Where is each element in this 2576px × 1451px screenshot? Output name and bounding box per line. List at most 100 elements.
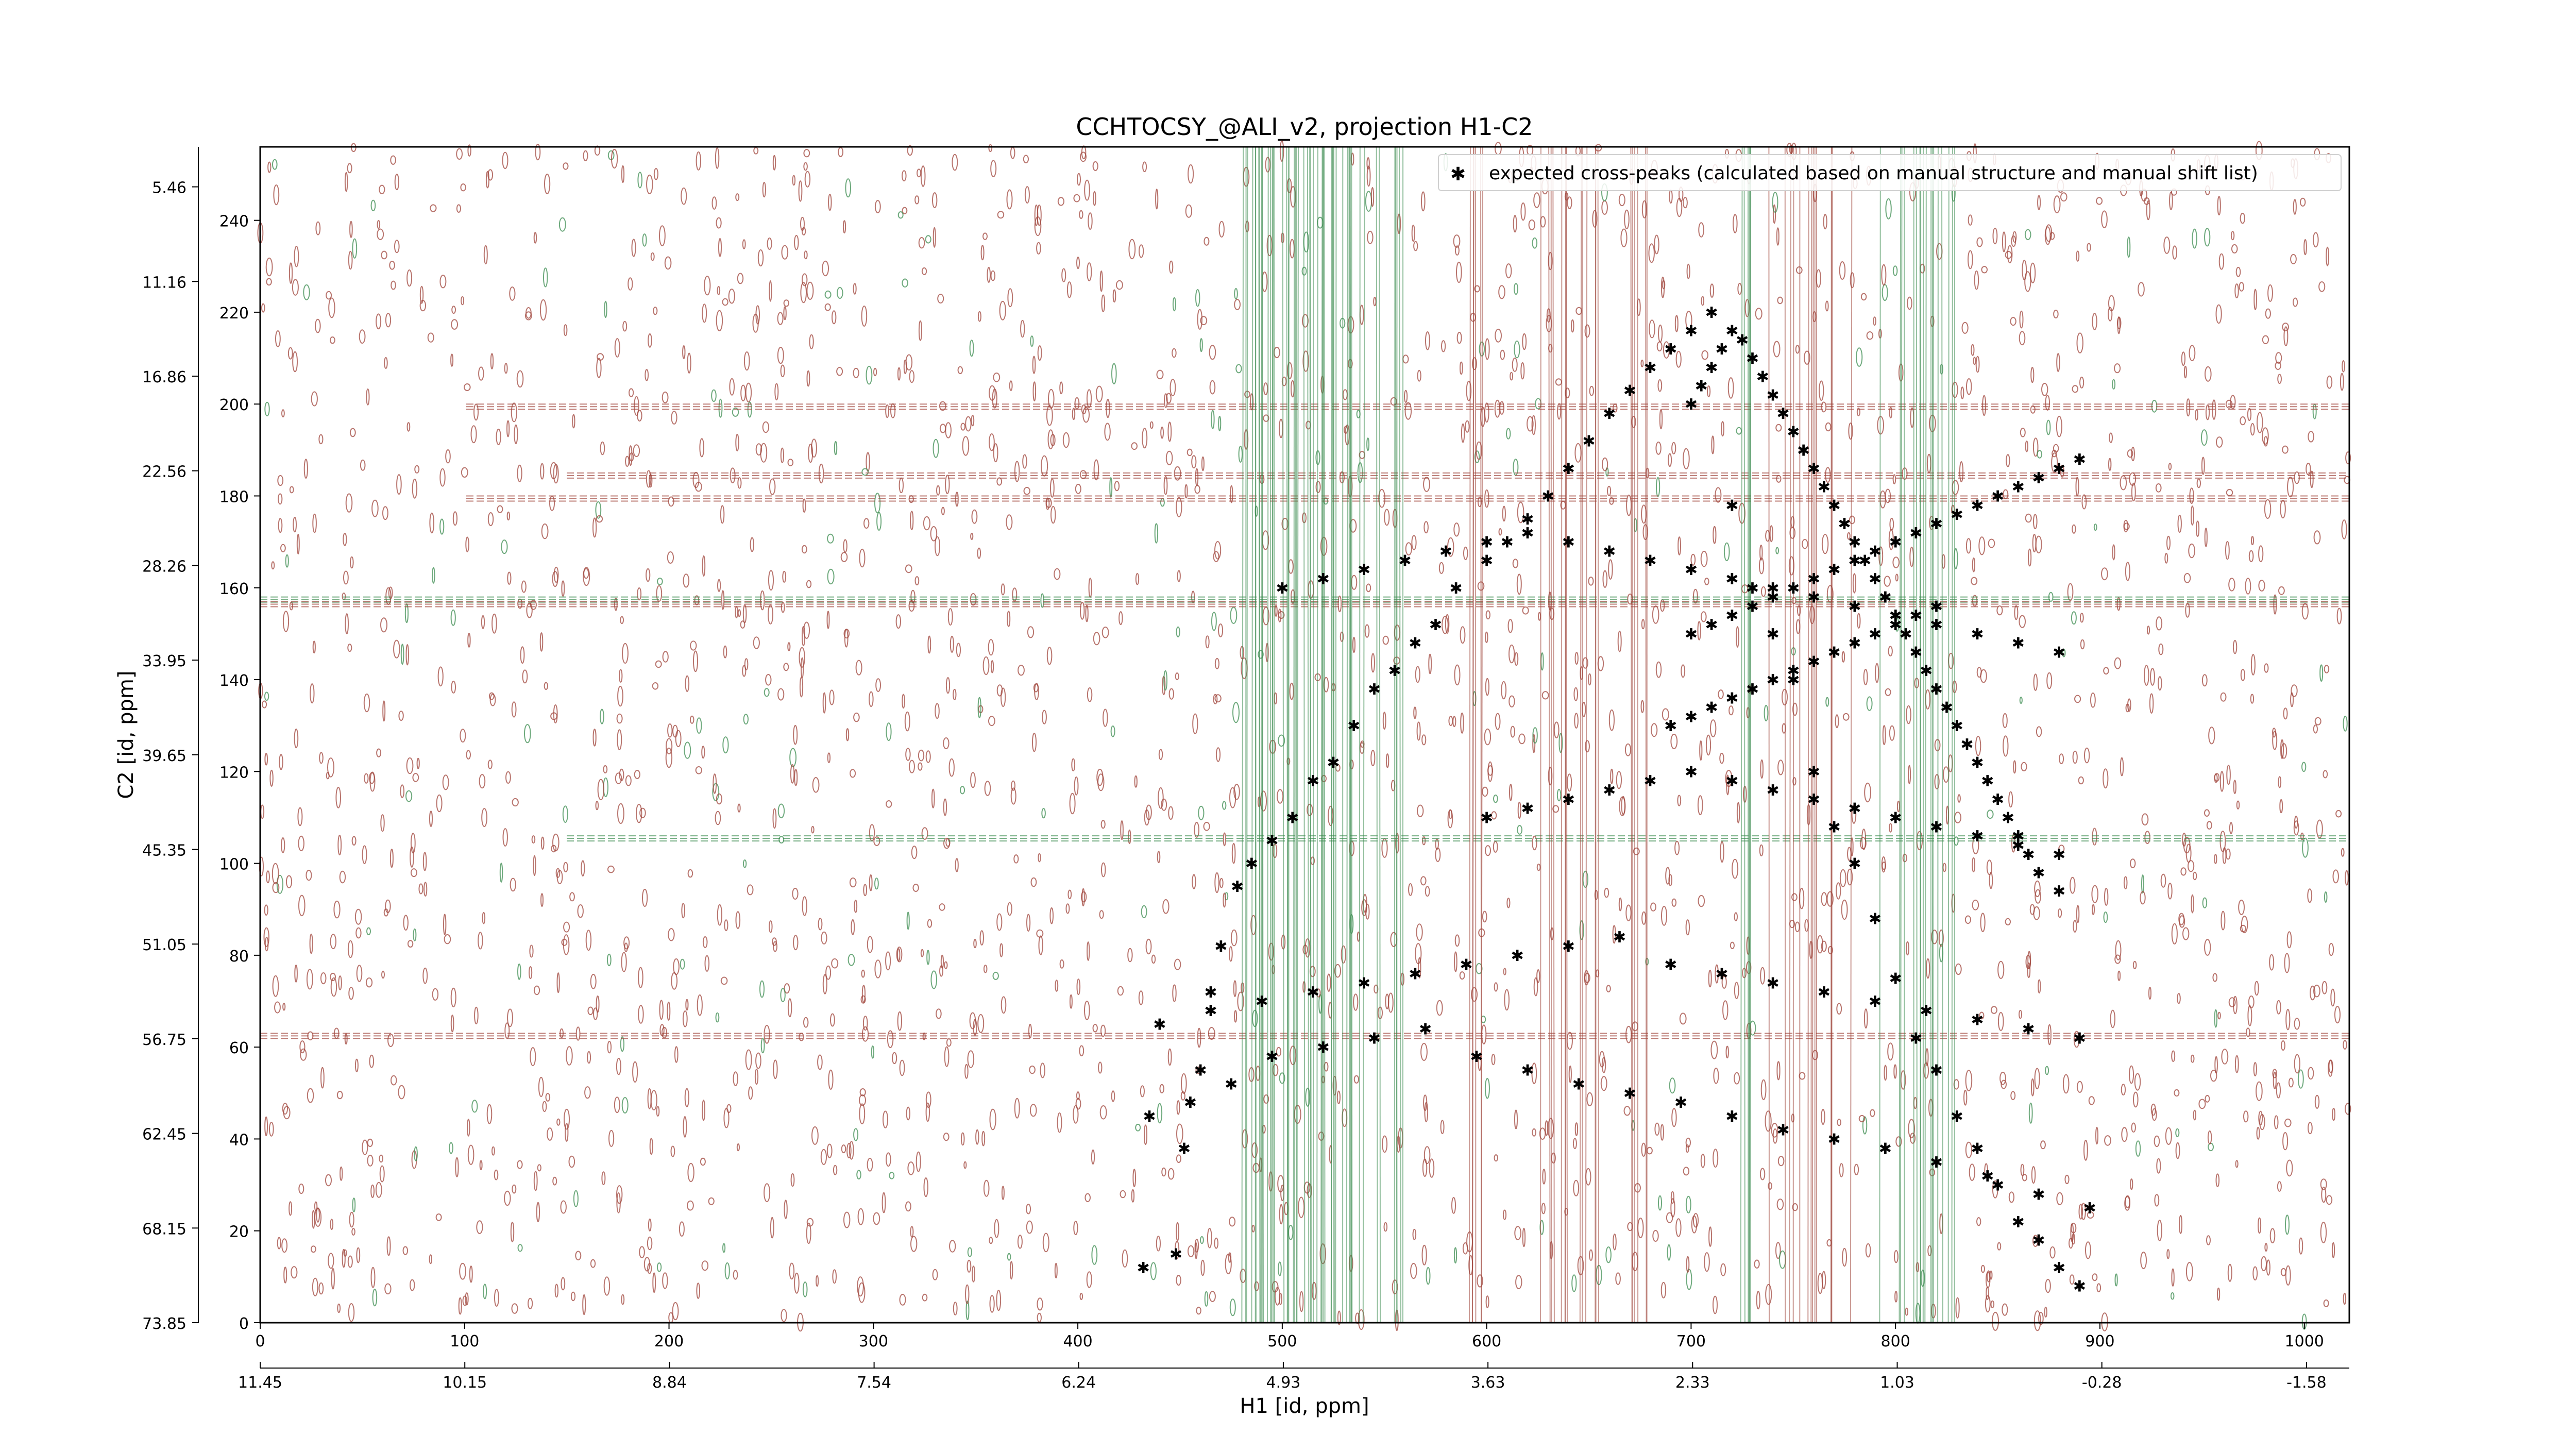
cross-peak-point: ✱: [1807, 570, 1820, 588]
cross-peak-point: ✱: [1419, 1021, 1432, 1039]
cross-peak-point: ✱: [1940, 699, 1953, 717]
y-ppm-tick-label: 68.15: [142, 1220, 187, 1238]
legend-entry: expected cross-peaks (calculated based o…: [1489, 163, 2258, 184]
x-tick-label: 600: [1472, 1332, 1501, 1351]
cross-peak-point: ✱: [1685, 708, 1698, 726]
cross-peak-point: ✱: [1286, 809, 1299, 828]
x-tick-label: 800: [1881, 1332, 1910, 1351]
cross-peak-point: ✱: [1613, 929, 1626, 947]
cross-peak-point: ✱: [1562, 791, 1575, 809]
cross-peak-point: ✱: [2053, 460, 2065, 478]
x-tick-label: 100: [450, 1332, 479, 1351]
cross-peak-point: ✱: [1317, 570, 1330, 588]
cross-peak-point: ✱: [1705, 304, 1718, 322]
cross-peak-point: ✱: [1194, 1062, 1207, 1080]
cross-peak-point: ✱: [1725, 1108, 1738, 1126]
cross-peak-point: ✱: [1776, 405, 1789, 423]
cross-peak-point: ✱: [2012, 1213, 2025, 1231]
cross-peak-point: ✱: [1143, 1108, 1156, 1126]
cross-peak-point: ✱: [1480, 809, 1493, 828]
cross-peak-point: ✱: [2073, 1278, 2086, 1296]
cross-peak-point: ✱: [1225, 1076, 1238, 1094]
cross-peak-point: ✱: [1889, 970, 1902, 988]
cross-peak-point: ✱: [1725, 772, 1738, 790]
cross-peak-point: ✱: [1685, 626, 1698, 644]
cross-peak-point: ✱: [1685, 763, 1698, 781]
cross-peak-point: ✱: [1623, 1085, 1636, 1103]
cross-peak-point: ✱: [1807, 763, 1820, 781]
cross-peak-point: ✱: [1429, 616, 1442, 634]
cross-peak-point: ✱: [1920, 1002, 1933, 1020]
x-ppm-tick-label: -1.58: [2286, 1374, 2327, 1392]
cross-peak-point: ✱: [1971, 1140, 1984, 1158]
cross-peak-point: ✱: [1828, 497, 1841, 515]
cross-peak-point: ✱: [1137, 1259, 1150, 1277]
y-ppm-tick-label: 28.26: [142, 558, 187, 576]
cross-peak-point: ✱: [1787, 662, 1800, 680]
cross-peak-point: ✱: [2073, 1030, 2086, 1048]
x-ppm-tick-label: 3.63: [1471, 1374, 1505, 1392]
cross-peak-point: ✱: [1848, 635, 1861, 653]
cross-peak-point: ✱: [1971, 497, 1984, 515]
cross-peak-point: ✱: [2053, 1259, 2065, 1277]
cross-peak-point: ✱: [1204, 1002, 1217, 1020]
cross-peak-point: ✱: [1685, 561, 1698, 579]
cross-peak-point: ✱: [2073, 451, 2086, 469]
cross-peak-point: ✱: [1511, 947, 1524, 965]
ridge-contour: [1540, 147, 1541, 1323]
x-tick-label: 300: [859, 1332, 888, 1351]
cross-peak-point: ✱: [1818, 984, 1831, 1002]
cross-peak-point: ✱: [1991, 488, 2004, 506]
cross-peak-point: ✱: [2022, 846, 2035, 864]
x-tick-label: 200: [654, 1332, 684, 1351]
cross-peak-point: ✱: [2002, 809, 2014, 828]
ridge-contour: [1793, 147, 1794, 1323]
cross-peak-point: ✱: [1787, 580, 1800, 598]
cross-peak-point: ✱: [2012, 828, 2025, 846]
cross-peak-point: ✱: [1828, 644, 1841, 662]
y-tick-label: 180: [219, 488, 249, 506]
cross-peak-point: ✱: [1930, 818, 1943, 836]
ridge-contour: [1595, 147, 1596, 1323]
cross-peak-point: ✱: [1327, 754, 1340, 772]
cross-peak-point: ✱: [1347, 717, 1360, 735]
legend-marker-icon: ✱: [1450, 164, 1466, 185]
cross-peak-point: ✱: [1848, 598, 1861, 616]
cross-peak-point: ✱: [1746, 681, 1759, 699]
y-ppm-tick-label: 62.45: [142, 1126, 187, 1144]
cross-peak-point: ✱: [1828, 818, 1841, 836]
cross-peak-point: ✱: [1848, 855, 1861, 873]
ridge-contour: [1335, 147, 1336, 1323]
cross-peak-point: ✱: [1358, 974, 1370, 992]
cross-peak-point: ✱: [1705, 616, 1718, 634]
cross-peak-point: ✱: [1674, 1094, 1687, 1112]
cross-peak-point: ✱: [1909, 1030, 1922, 1048]
y-ppm-tick-label: 56.75: [142, 1031, 187, 1049]
cross-peak-point: ✱: [1603, 543, 1616, 561]
cross-peak-point: ✱: [1848, 534, 1861, 552]
cross-peak-point: ✱: [1705, 359, 1718, 377]
cross-peak-point: ✱: [1562, 938, 1575, 956]
cross-peak-point: ✱: [2012, 479, 2025, 497]
x-ppm-tick-label: 2.33: [1675, 1374, 1710, 1392]
cross-peak-point: ✱: [1685, 396, 1698, 414]
y-ppm-tick-label: 33.95: [142, 652, 187, 670]
cross-peak-point: ✱: [1265, 832, 1278, 850]
cross-peak-point: ✱: [1256, 993, 1268, 1011]
chart-title: CCHTOCSY_@ALI_v2, projection H1-C2: [1076, 113, 1533, 141]
cross-peak-point: ✱: [1276, 580, 1289, 598]
cross-peak-point: ✱: [1715, 966, 1728, 984]
cross-peak-point: ✱: [1307, 984, 1319, 1002]
cross-peak-point: ✱: [1725, 497, 1738, 515]
cross-peak-point: ✱: [1736, 331, 1749, 349]
x-tick-label: 900: [2085, 1332, 2114, 1351]
y-ppm-tick-label: 5.46: [152, 179, 187, 197]
cross-peak-point: ✱: [1409, 966, 1421, 984]
cross-peak-point: ✱: [1909, 644, 1922, 662]
y-tick-label: 60: [229, 1039, 249, 1057]
cross-peak-point: ✱: [1767, 671, 1780, 689]
x-ppm-tick-label: 6.24: [1061, 1374, 1096, 1392]
cross-peak-point: ✱: [1480, 534, 1493, 552]
cross-peak-point: ✱: [1623, 382, 1636, 400]
x-tick-label: 500: [1267, 1332, 1297, 1351]
